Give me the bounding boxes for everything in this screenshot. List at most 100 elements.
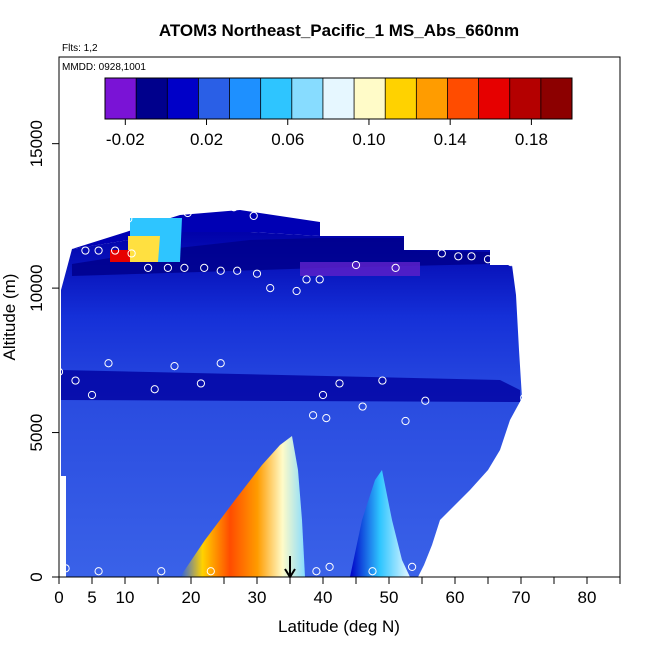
sample-point (325, 562, 334, 571)
sample-point (104, 359, 113, 368)
flights-note: Flts: 1,2 (62, 43, 98, 54)
x-axis: 0 5 10 20 30 40 50 60 70 80 (54, 577, 621, 607)
y-axis-label: Altitude (m) (0, 274, 19, 361)
colorbar-swatch (354, 78, 386, 119)
x-tick-label: 10 (116, 588, 135, 607)
sample-point (216, 359, 225, 368)
chart-title: ATOM3 Northeast_Pacific_1 MS_Abs_660nm (159, 21, 519, 40)
y-tick-label: 5000 (27, 414, 46, 452)
colorbar-swatch (509, 78, 542, 119)
heatmap-purple-patch (300, 262, 420, 276)
x-tick-label: 40 (314, 588, 333, 607)
sample-point (170, 362, 179, 371)
sample-point (322, 414, 331, 423)
colorbar-tick-label: 0.10 (352, 130, 385, 149)
heatmap-main-plume (180, 436, 305, 577)
heatmap-upper-band (72, 238, 490, 276)
colorbar-swatch (416, 78, 448, 119)
heatmap-secondary-plume (350, 470, 410, 577)
x-tick-label: 5 (87, 588, 96, 607)
sample-point (408, 562, 417, 571)
sample-point (94, 567, 103, 576)
sample-point (183, 208, 192, 218)
colorbar-tick-label: -0.02 (106, 130, 145, 149)
sample-point (127, 249, 136, 258)
sample-point (216, 266, 225, 275)
y-axis: 0 5000 10000 15000 (27, 120, 59, 582)
sample-point (302, 275, 311, 284)
sample-point (111, 246, 120, 255)
sample-point (520, 393, 529, 402)
sample-point (378, 376, 387, 385)
colorbar-swatch (105, 78, 137, 119)
sample-point (318, 390, 328, 400)
sample-point-layer (59, 203, 529, 576)
x-tick-label: 30 (248, 588, 267, 607)
sample-point (94, 246, 103, 255)
heatmap-top-cap (72, 210, 320, 249)
sample-point (81, 246, 90, 255)
colorbar-swatch (167, 78, 199, 119)
sample-point (252, 269, 262, 278)
sample-point (437, 249, 446, 258)
colorbar-tick-label: 0.06 (271, 130, 304, 149)
heatmap-dark-layer (61, 370, 520, 402)
x-tick-label: 20 (182, 588, 201, 607)
colorbar-swatch (291, 78, 324, 119)
y-tick-label: 10000 (27, 264, 46, 311)
date-note: MMDD: 0928,1001 (62, 62, 146, 73)
colorbar-swatch (540, 78, 573, 119)
y-tick-label: 15000 (27, 120, 46, 167)
heatmap-red-streak (110, 250, 130, 262)
sample-point (309, 411, 318, 420)
sample-point (391, 263, 400, 272)
sample-point (71, 229, 80, 238)
sample-point (368, 567, 377, 576)
sample-point (421, 396, 430, 405)
sample-point (454, 252, 463, 261)
sample-point (401, 416, 410, 426)
sample-point (196, 379, 205, 388)
x-tick-label: 70 (512, 588, 531, 607)
colorbar-swatch (322, 78, 355, 119)
colorbar-swatch (260, 78, 293, 119)
colorbar-tick-label: 0.14 (434, 130, 467, 149)
sample-point (200, 263, 209, 272)
heatmap-background (61, 230, 522, 577)
sample-point (71, 376, 80, 385)
sample-point (180, 263, 189, 272)
sample-point (507, 258, 516, 267)
colorbar-swatch (198, 78, 231, 119)
heatmap-yellow-patch (128, 236, 160, 262)
sample-point (315, 275, 324, 284)
sample-point (358, 402, 367, 411)
sample-point (229, 203, 238, 212)
colorbar-swatch (447, 78, 480, 119)
colorbar-tick-label: 0.18 (515, 130, 548, 149)
colorbar (104, 77, 573, 120)
colorbar-swatch (385, 78, 417, 119)
sample-point (483, 255, 493, 264)
sample-point (144, 263, 153, 272)
sample-point (157, 567, 166, 576)
sample-point (87, 390, 97, 400)
sample-point (124, 214, 133, 223)
sample-point (61, 564, 70, 573)
x-axis-label: Latitude (deg N) (278, 617, 400, 636)
sample-point (312, 567, 321, 576)
x-tick-label: 0 (54, 588, 63, 607)
colorbar-ticks: -0.02 0.02 0.06 0.10 0.14 0.18 (106, 119, 548, 149)
x-tick-label: 50 (380, 588, 399, 607)
x-tick-label: 80 (578, 588, 597, 607)
colorbar-swatch (229, 78, 262, 119)
sample-point (233, 266, 242, 275)
x-tick-label: 60 (446, 588, 465, 607)
sample-point (351, 260, 361, 270)
colorbar-swatch (478, 78, 511, 119)
colorbar-swatch (136, 78, 168, 119)
heatmap-field (61, 210, 522, 577)
sample-point (335, 379, 344, 388)
sample-point (292, 286, 301, 296)
